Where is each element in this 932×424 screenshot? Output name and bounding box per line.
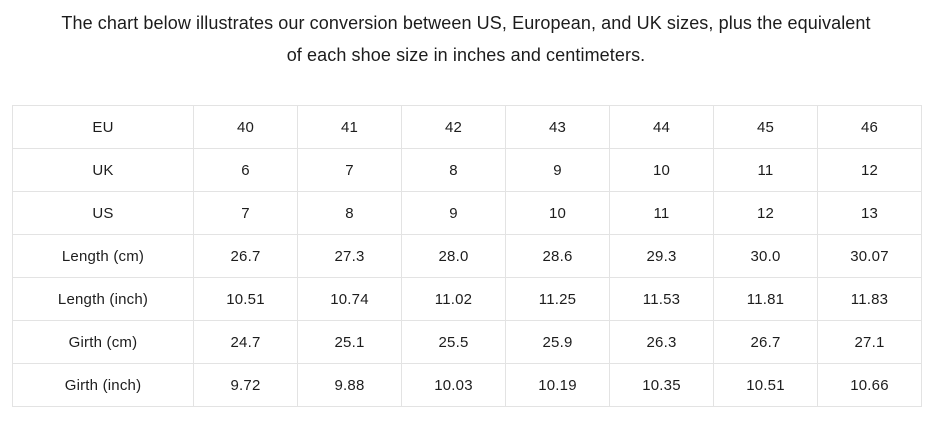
table-cell: 27.1 <box>817 320 922 364</box>
table-cell: 44 <box>609 105 714 149</box>
table-cell: 30.0 <box>713 234 818 278</box>
table-cell: 25.9 <box>505 320 610 364</box>
table-cell: 12 <box>817 148 922 192</box>
table-cell: 30.07 <box>817 234 922 278</box>
table-cell: 7 <box>193 191 298 235</box>
size-conversion-table: EU 40 41 42 43 44 45 46 UK 6 7 8 9 10 11 12 US 7 8 9 10 11 12 1… <box>12 105 922 407</box>
table-cell: 9 <box>505 148 610 192</box>
table-row: Length (inch) 10.51 10.74 11.02 11.25 11.53 11… <box>12 277 922 321</box>
intro-text: The chart below illustrates our conversi… <box>0 0 932 71</box>
table-cell: 25.5 <box>401 320 506 364</box>
row-label: UK <box>12 148 194 192</box>
table-cell: 46 <box>817 105 922 149</box>
table-cell: 8 <box>297 191 402 235</box>
table-cell: 25.1 <box>297 320 402 364</box>
table-cell: 13 <box>817 191 922 235</box>
table-cell: 10.66 <box>817 363 922 407</box>
table-cell: 26.3 <box>609 320 714 364</box>
table-row: EU 40 41 42 43 44 45 46 <box>12 105 922 149</box>
table-cell: 24.7 <box>193 320 298 364</box>
table-cell: 10.03 <box>401 363 506 407</box>
table-cell: 9.72 <box>193 363 298 407</box>
table-cell: 26.7 <box>713 320 818 364</box>
table-cell: 26.7 <box>193 234 298 278</box>
table-cell: 28.6 <box>505 234 610 278</box>
table-cell: 11.25 <box>505 277 610 321</box>
table-cell: 12 <box>713 191 818 235</box>
table-cell: 9.88 <box>297 363 402 407</box>
table-cell: 42 <box>401 105 506 149</box>
row-label: US <box>12 191 194 235</box>
intro-line-2: of each shoe size in inches and centimet… <box>286 45 646 65</box>
table-cell: 10.74 <box>297 277 402 321</box>
row-label: Girth (cm) <box>12 320 194 364</box>
table-cell: 6 <box>193 148 298 192</box>
table-cell: 11.02 <box>401 277 506 321</box>
table-cell: 41 <box>297 105 402 149</box>
table-cell: 11 <box>609 191 714 235</box>
row-label: EU <box>12 105 194 149</box>
table-cell: 28.0 <box>401 234 506 278</box>
table-cell: 11.81 <box>713 277 818 321</box>
table-cell: 40 <box>193 105 298 149</box>
table-cell: 10.51 <box>713 363 818 407</box>
table-cell: 11.83 <box>817 277 922 321</box>
table-cell: 10 <box>505 191 610 235</box>
table-cell: 7 <box>297 148 402 192</box>
size-table-body: EU 40 41 42 43 44 45 46 UK 6 7 8 9 10 11 12 US 7 8 9 10 11 12 1… <box>12 105 922 407</box>
intro-line-1: The chart below illustrates our conversi… <box>61 13 871 33</box>
table-cell: 29.3 <box>609 234 714 278</box>
table-row: UK 6 7 8 9 10 11 12 <box>12 148 922 192</box>
table-cell: 45 <box>713 105 818 149</box>
row-label: Length (inch) <box>12 277 194 321</box>
table-cell: 27.3 <box>297 234 402 278</box>
table-cell: 10 <box>609 148 714 192</box>
table-cell: 10.51 <box>193 277 298 321</box>
table-cell: 11 <box>713 148 818 192</box>
table-row: Girth (cm) 24.7 25.1 25.5 25.9 26.3 26.7 27.1 <box>12 320 922 364</box>
table-cell: 43 <box>505 105 610 149</box>
table-cell: 10.19 <box>505 363 610 407</box>
table-row: US 7 8 9 10 11 12 13 <box>12 191 922 235</box>
table-cell: 11.53 <box>609 277 714 321</box>
table-cell: 8 <box>401 148 506 192</box>
table-cell: 9 <box>401 191 506 235</box>
row-label: Length (cm) <box>12 234 194 278</box>
table-row: Girth (inch) 9.72 9.88 10.03 10.19 10.35 10.51… <box>12 363 922 407</box>
table-row: Length (cm) 26.7 27.3 28.0 28.6 29.3 30.0 30.07 <box>12 234 922 278</box>
row-label: Girth (inch) <box>12 363 194 407</box>
table-cell: 10.35 <box>609 363 714 407</box>
